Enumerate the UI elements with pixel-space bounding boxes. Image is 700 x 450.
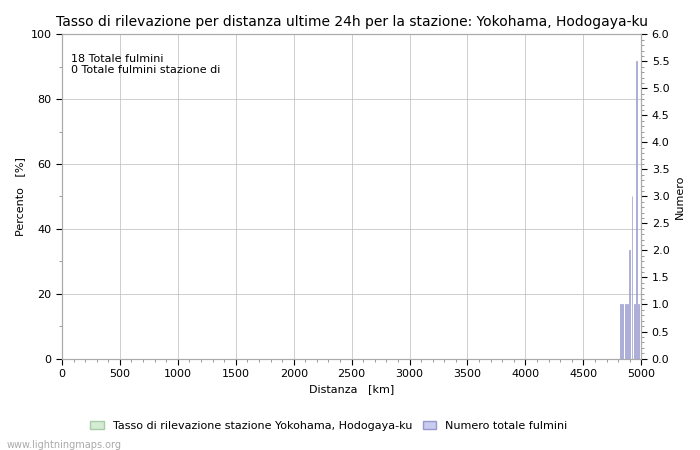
Bar <box>629 251 630 359</box>
Legend: Tasso di rilevazione stazione Yokohama, Hodogaya-ku, Numero totale fulmini: Tasso di rilevazione stazione Yokohama, … <box>86 417 572 436</box>
Y-axis label: Numero: Numero <box>675 174 685 219</box>
Bar <box>627 305 628 359</box>
Text: www.lightningmaps.org: www.lightningmaps.org <box>7 440 122 450</box>
X-axis label: Distanza   [km]: Distanza [km] <box>309 384 394 395</box>
Bar <box>631 197 633 359</box>
Y-axis label: Percento   [%]: Percento [%] <box>15 157 25 236</box>
Bar <box>634 305 635 359</box>
Title: Tasso di rilevazione per distanza ultime 24h per la stazione: Yokohama, Hodogaya: Tasso di rilevazione per distanza ultime… <box>55 15 648 29</box>
Bar <box>638 305 639 359</box>
Bar <box>620 305 621 359</box>
Bar <box>640 34 642 359</box>
Text: 18 Totale fulmini
0 Totale fulmini stazione di: 18 Totale fulmini 0 Totale fulmini stazi… <box>71 54 220 76</box>
Bar <box>624 305 626 359</box>
Bar <box>622 305 623 359</box>
Bar <box>636 61 637 359</box>
